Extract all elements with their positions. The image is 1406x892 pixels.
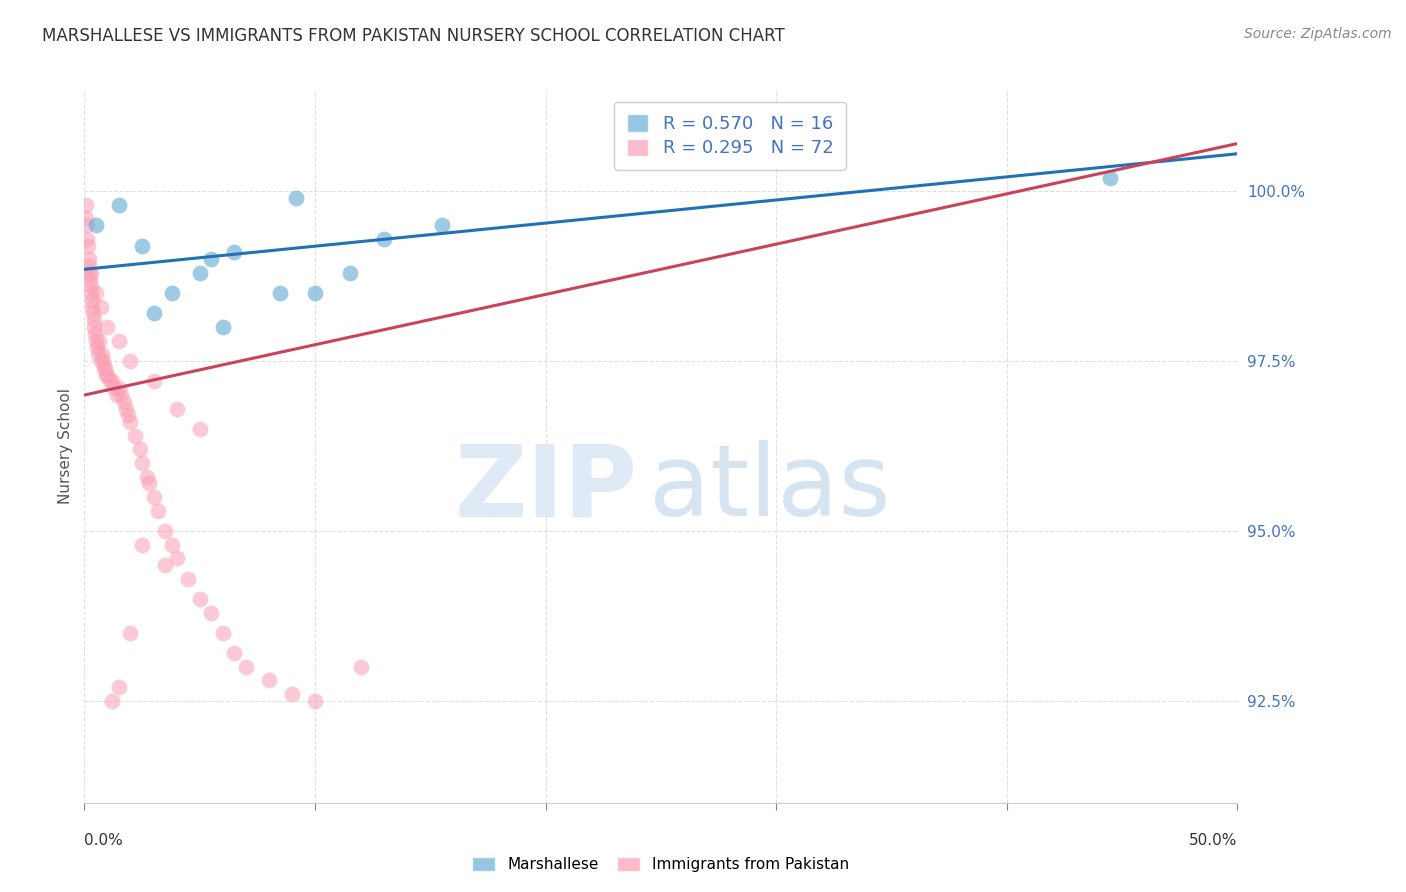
- Point: [115, 401, 138, 416]
- Text: 50.0%: 50.0%: [1189, 833, 1237, 848]
- Point: [188, 422, 211, 436]
- Point: [285, 191, 308, 205]
- Point: [131, 537, 153, 551]
- Text: atlas: atlas: [650, 441, 891, 537]
- Point: [153, 558, 176, 572]
- Point: [83, 326, 105, 341]
- Point: [166, 551, 188, 566]
- Point: [224, 646, 246, 660]
- Text: MARSHALLESE VS IMMIGRANTS FROM PAKISTAN NURSERY SCHOOL CORRELATION CHART: MARSHALLESE VS IMMIGRANTS FROM PAKISTAN …: [42, 27, 785, 45]
- Point: [200, 606, 222, 620]
- Point: [138, 476, 160, 491]
- Point: [105, 388, 128, 402]
- Point: [77, 252, 100, 266]
- Point: [160, 286, 183, 301]
- Point: [124, 429, 146, 443]
- Point: [96, 368, 118, 382]
- Point: [83, 320, 105, 334]
- Point: [80, 293, 103, 307]
- Point: [257, 673, 280, 688]
- Point: [235, 660, 257, 674]
- Point: [131, 456, 153, 470]
- Point: [153, 524, 176, 538]
- Point: [120, 626, 142, 640]
- Point: [89, 300, 111, 314]
- Point: [188, 266, 211, 280]
- Text: 0.0%: 0.0%: [84, 833, 124, 848]
- Point: [82, 300, 104, 314]
- Point: [108, 680, 131, 694]
- Point: [430, 218, 453, 232]
- Point: [108, 198, 131, 212]
- Point: [131, 238, 153, 252]
- Point: [188, 591, 211, 606]
- Point: [94, 360, 117, 375]
- Point: [84, 286, 107, 301]
- Point: [79, 272, 101, 286]
- Point: [211, 320, 233, 334]
- Point: [82, 306, 104, 320]
- Text: Source: ZipAtlas.com: Source: ZipAtlas.com: [1244, 27, 1392, 41]
- Point: [90, 347, 112, 361]
- Point: [224, 245, 246, 260]
- Point: [76, 232, 98, 246]
- Point: [142, 375, 165, 389]
- Y-axis label: Nursery School: Nursery School: [58, 388, 73, 504]
- Point: [89, 334, 111, 348]
- Point: [98, 375, 121, 389]
- Point: [89, 354, 111, 368]
- Point: [142, 306, 165, 320]
- Point: [110, 388, 132, 402]
- Point: [117, 409, 139, 423]
- Point: [80, 266, 103, 280]
- Point: [112, 394, 135, 409]
- Point: [75, 198, 97, 212]
- Point: [76, 218, 98, 232]
- Point: [86, 341, 108, 355]
- Point: [96, 320, 118, 334]
- Text: ZIP: ZIP: [456, 441, 638, 537]
- Point: [80, 286, 103, 301]
- Point: [304, 286, 326, 301]
- Point: [83, 313, 105, 327]
- Point: [269, 286, 291, 301]
- Point: [76, 238, 98, 252]
- Point: [108, 334, 131, 348]
- Point: [166, 401, 188, 416]
- Point: [142, 490, 165, 504]
- Point: [75, 211, 97, 226]
- Point: [135, 469, 157, 483]
- Point: [200, 252, 222, 266]
- Point: [91, 354, 114, 368]
- Point: [77, 259, 100, 273]
- Point: [101, 694, 124, 708]
- Point: [177, 572, 200, 586]
- Legend: Marshallese, Immigrants from Pakistan: Marshallese, Immigrants from Pakistan: [464, 849, 858, 880]
- Point: [96, 368, 118, 382]
- Point: [1099, 170, 1122, 185]
- Point: [120, 354, 142, 368]
- Point: [120, 415, 142, 429]
- Point: [211, 626, 233, 640]
- Point: [84, 218, 107, 232]
- Legend: R = 0.570   N = 16, R = 0.295   N = 72: R = 0.570 N = 16, R = 0.295 N = 72: [614, 102, 846, 170]
- Point: [79, 266, 101, 280]
- Point: [80, 279, 103, 293]
- Point: [87, 347, 110, 361]
- Point: [146, 503, 169, 517]
- Point: [350, 660, 373, 674]
- Point: [103, 381, 125, 395]
- Point: [128, 442, 150, 457]
- Point: [281, 687, 304, 701]
- Point: [160, 537, 183, 551]
- Point: [101, 375, 124, 389]
- Point: [339, 266, 361, 280]
- Point: [304, 694, 326, 708]
- Point: [373, 232, 395, 246]
- Point: [84, 334, 107, 348]
- Point: [108, 381, 131, 395]
- Point: [93, 360, 115, 375]
